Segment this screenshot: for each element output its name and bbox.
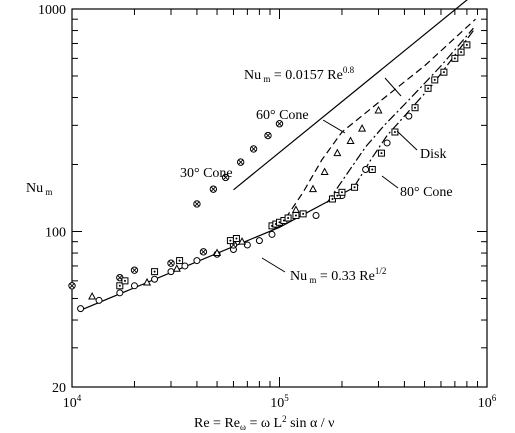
- square-point-dot: [235, 237, 238, 240]
- svg-text:Nu m = 0.0157 Re0.8: Nu m = 0.0157 Re0.8: [244, 65, 355, 84]
- svg-text:60° Cone: 60° Cone: [256, 108, 309, 123]
- circle-cross-mark: [131, 267, 137, 273]
- laminar-correlation-label: Nu m = 0.33 Re1/2: [261, 257, 386, 285]
- circle-point: [243, 241, 251, 249]
- disk-line: [326, 27, 474, 203]
- triangle-point: [238, 237, 247, 245]
- circle-point: [268, 230, 276, 238]
- disk-label: Disk: [396, 130, 446, 162]
- 60-cone-line: [279, 18, 476, 228]
- cone-80-label: 80° Cone: [381, 175, 453, 200]
- circle-cross-mark: [69, 283, 75, 289]
- square-point-dot: [414, 106, 417, 109]
- square-point-dot: [229, 239, 232, 242]
- triangle-point: [308, 184, 318, 193]
- square-point-dot: [123, 279, 126, 282]
- svg-text:80° Cone: 80° Cone: [400, 185, 453, 200]
- y-tick-label: 20: [52, 381, 66, 396]
- circle-cross-mark: [238, 159, 244, 165]
- x-axis-label: Re = Reω = ω L2 sin α / ν: [194, 414, 335, 432]
- square-point-dot: [453, 57, 456, 60]
- circle-cross-mark: [168, 260, 174, 266]
- square-point-dot: [433, 78, 436, 81]
- square-point-dot: [331, 197, 334, 200]
- tick-marks: [71, 9, 487, 388]
- circle-point: [116, 289, 124, 297]
- circle-point: [383, 139, 391, 147]
- circle-point: [362, 165, 370, 173]
- circle-point: [312, 211, 320, 219]
- triangle-point: [320, 167, 329, 176]
- tick-labels: 104 105 106 1000 100 20: [38, 3, 497, 411]
- circle-point: [405, 112, 413, 120]
- y-tick-label: 100: [45, 225, 66, 240]
- y-tick-label: 1000: [38, 3, 66, 18]
- circle-cross-mark: [117, 275, 123, 281]
- svg-text:Disk: Disk: [420, 147, 446, 162]
- triangle-point: [333, 148, 342, 157]
- circle-point: [95, 296, 103, 304]
- square-point-dot: [465, 43, 468, 46]
- square-point-dot: [460, 51, 463, 54]
- y-axis-label: Nu m: [26, 181, 52, 197]
- x-tick-label: 104: [63, 393, 82, 411]
- square-point-dot: [340, 191, 343, 194]
- circle-point: [255, 237, 263, 245]
- square-point-dot: [393, 131, 396, 134]
- square-point-dot: [294, 214, 297, 217]
- circle-point: [151, 275, 159, 283]
- circle-cross-mark: [276, 121, 283, 127]
- x-tick-label: 106: [478, 393, 497, 411]
- square-point-dot: [287, 216, 290, 219]
- correlation-lines: [80, 0, 476, 311]
- square-point-dot: [353, 186, 356, 189]
- 80-cone-line: [354, 30, 474, 187]
- square-point-dot: [427, 87, 430, 90]
- circle-cross-mark: [194, 201, 200, 207]
- square-point-dot: [278, 221, 281, 224]
- square-point-dot: [371, 168, 374, 171]
- triangle-point: [213, 248, 222, 257]
- cone-30-label: 30° Cone: [180, 166, 233, 181]
- triangle-point: [172, 264, 181, 272]
- cone-60-label: 60° Cone: [256, 108, 346, 134]
- square-point-dot: [282, 219, 285, 222]
- turbulent-line: [233, 0, 468, 191]
- data-points: [68, 41, 471, 313]
- square-point-dot: [178, 259, 181, 262]
- square-point-dot: [118, 284, 121, 287]
- circle-cross-mark: [223, 174, 229, 180]
- triangle-point: [374, 105, 383, 114]
- triangle-point: [358, 124, 367, 132]
- square-point-dot: [380, 152, 383, 155]
- svg-text:Nu m = 0.33 Re1/2: Nu m = 0.33 Re1/2: [290, 266, 386, 285]
- square-point-dot: [442, 71, 445, 74]
- circle-point: [130, 282, 138, 290]
- circle-cross-mark: [265, 132, 271, 139]
- triangle-point: [346, 136, 355, 145]
- circle-cross-mark: [210, 186, 216, 192]
- circle-point: [77, 305, 85, 313]
- square-point-dot: [302, 212, 305, 215]
- circle-cross-mark: [200, 249, 206, 255]
- circle-point: [193, 257, 201, 265]
- triangle-point: [143, 277, 152, 286]
- circle-point: [181, 262, 189, 270]
- x-tick-label: 105: [270, 393, 289, 411]
- circle-cross-mark: [251, 146, 257, 152]
- square-point-dot: [336, 194, 339, 197]
- turbulent-correlation-label: Nu m = 0.0157 Re0.8: [244, 65, 402, 97]
- triangle-point: [88, 291, 97, 300]
- square-point-dot: [153, 270, 156, 273]
